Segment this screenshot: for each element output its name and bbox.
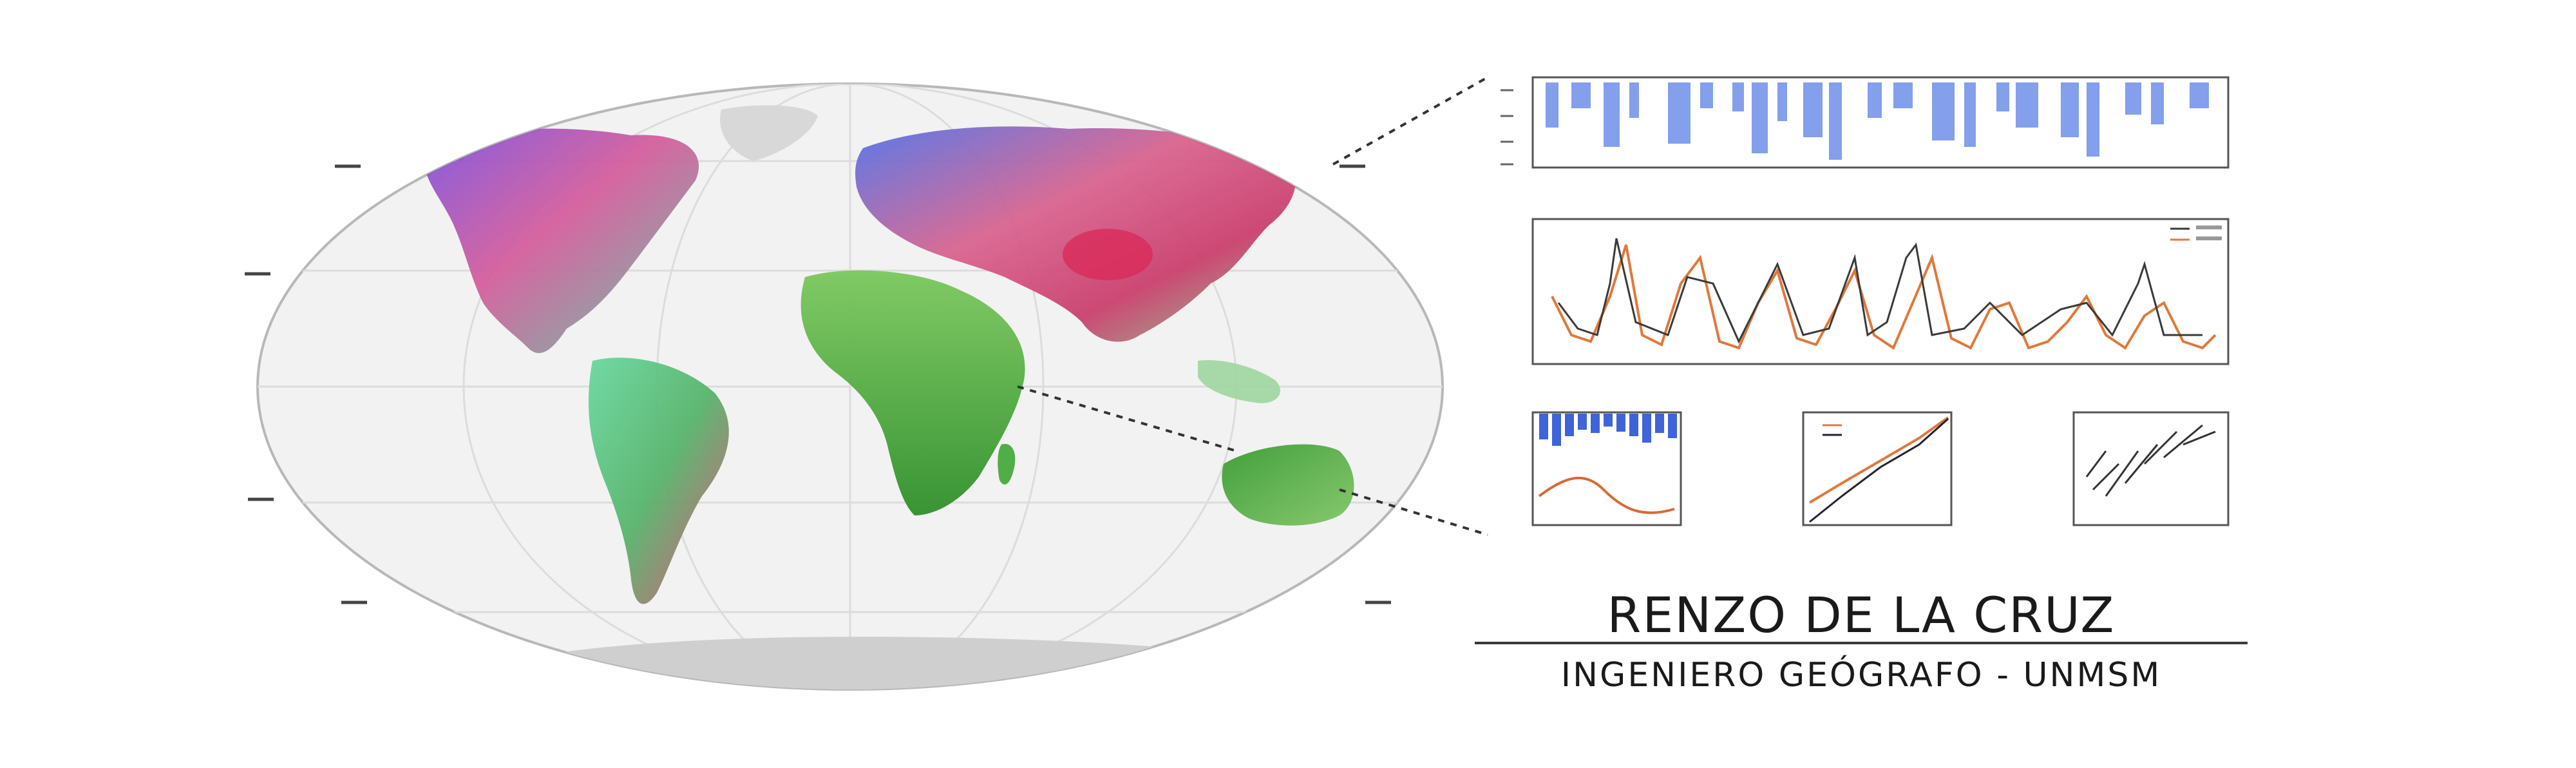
panel-frame: [2072, 411, 2230, 526]
callout-connectors: [1017, 76, 1488, 536]
scatter-panel: [2072, 411, 2230, 526]
author-name: RENZO DE LA CRUZ: [1607, 586, 2116, 644]
continent-greenland: [720, 105, 818, 161]
continent-africa: [800, 270, 1025, 515]
map-edge-ticks: [245, 164, 1391, 604]
continent-madagascar: [998, 444, 1016, 485]
series-line-orange: [1808, 416, 1949, 504]
author-subtitle: INGENIERO GEÓGRAFO - UNMSM: [1560, 656, 2162, 695]
bar-series: [1539, 414, 1677, 446]
bar-timeseries-panel: [1501, 76, 2230, 169]
y-ticks: [1501, 89, 1513, 166]
continent-eurasia: [855, 126, 1296, 342]
line-timeseries-panel: [1531, 218, 2230, 365]
continent-south-america: [588, 358, 729, 604]
world-map: [245, 82, 1444, 691]
continent-new-zealand: [1363, 547, 1387, 570]
scatter-points: [2085, 424, 2216, 497]
title-divider: [1475, 642, 2248, 644]
continent-north-america: [424, 128, 699, 354]
bar-series: [1546, 82, 2209, 160]
chart-legend: [2170, 226, 2222, 241]
cumulative-panel: [1802, 411, 1953, 526]
continent-australia: [1222, 444, 1354, 526]
panel-frame: [1531, 218, 2230, 365]
central-asia-hotspot: [1063, 229, 1153, 280]
continent-se-asia-islands: [1198, 360, 1281, 403]
series-line-orange: [1551, 244, 2217, 350]
seasonal-curve: [1538, 476, 1675, 514]
seasonal-panel: [1531, 411, 1682, 526]
series-line-dark: [1809, 418, 1949, 523]
series-line-dark: [1557, 238, 2202, 344]
